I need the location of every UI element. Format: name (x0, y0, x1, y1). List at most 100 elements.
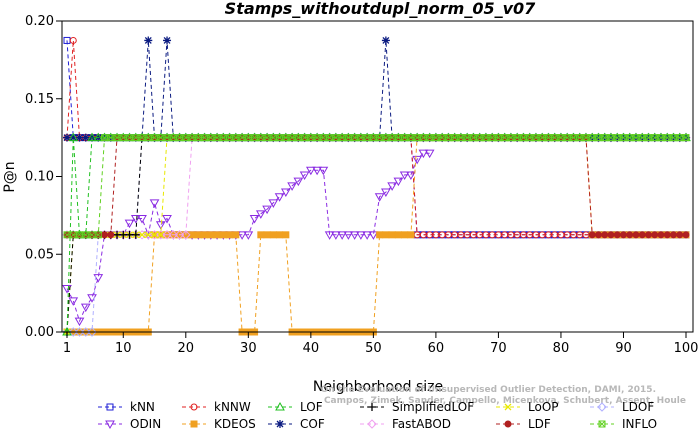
data-point (81, 133, 90, 142)
data-point (337, 231, 347, 240)
data-point (367, 419, 377, 429)
data-point (287, 182, 297, 191)
marker-cross (94, 231, 102, 239)
data-point (632, 231, 640, 239)
marker-cross (557, 134, 565, 141)
legend-label: LDOF (622, 400, 654, 414)
marker-cross (638, 134, 646, 141)
marker-cross (445, 134, 452, 141)
watermark-line-2: Campos, Zimek, Sander, Campello, Micenko… (324, 396, 686, 406)
data-point (393, 177, 404, 187)
data-point (106, 403, 114, 411)
legend-label: LOF (300, 400, 323, 414)
data-point (356, 231, 366, 240)
data-point (93, 274, 104, 283)
data-point (657, 231, 665, 239)
marker-cross (388, 134, 396, 141)
marker-cross (113, 134, 121, 141)
data-point (626, 231, 634, 239)
data-point (107, 231, 115, 239)
marker-cross (407, 134, 415, 141)
legend-item-knnw: kNNW (182, 400, 251, 414)
data-point (282, 231, 290, 239)
marker-cross (163, 134, 171, 141)
data-point (644, 231, 652, 239)
data-point (669, 231, 677, 239)
data-point (343, 231, 354, 240)
legend-label: FastABOD (392, 417, 451, 431)
marker-cross (338, 134, 346, 141)
marker-cross (501, 134, 509, 141)
legend-item-cof: COF (268, 417, 325, 431)
data-point (124, 219, 135, 229)
marker-cross (613, 134, 621, 141)
legend: kNN kNNW LOF SimplifiedLOF LoOP LDOF ODIN KDEOS… (98, 400, 657, 431)
marker-cross (382, 134, 390, 141)
data-point (68, 132, 79, 142)
marker-cross (257, 134, 265, 141)
data-point (418, 149, 429, 159)
marker-cross (526, 134, 534, 141)
marker-cross (507, 134, 515, 141)
marker-box (94, 231, 102, 239)
marker-cross (213, 134, 221, 141)
marker-cross (176, 134, 183, 141)
data-point (190, 403, 198, 411)
data-point (268, 199, 279, 208)
plot-area (62, 36, 691, 337)
y-tick-label: 0.00 (25, 325, 54, 340)
data-point (299, 171, 310, 180)
marker-cross (76, 231, 83, 239)
watermark-line-1: On the Evaluation of Unsupervised Outlie… (321, 385, 656, 395)
marker-cross (607, 134, 615, 141)
data-point (213, 231, 221, 239)
legend-item-odin: ODIN (98, 417, 161, 431)
data-point (81, 327, 91, 337)
marker-cross (307, 134, 315, 141)
data-point (362, 231, 372, 240)
data-point (163, 36, 172, 45)
legend-item-loop: LoOP (496, 400, 559, 414)
data-point (194, 231, 202, 239)
data-point (399, 171, 410, 180)
marker-cross (194, 134, 202, 141)
marker-cross (476, 134, 484, 141)
marker-cross (670, 134, 677, 141)
data-point (275, 401, 285, 411)
data-point (144, 36, 153, 45)
x-tick-label: 10 (115, 341, 132, 356)
marker-cross (451, 134, 459, 141)
marker-cross (119, 134, 127, 141)
data-point (682, 134, 690, 142)
data-point (330, 231, 341, 240)
data-point (149, 230, 160, 240)
data-point (151, 231, 158, 239)
x-tick-label: 1 (63, 341, 71, 356)
data-point (482, 134, 490, 142)
data-point (274, 193, 285, 202)
marker-cross (632, 134, 640, 141)
data-point (243, 231, 254, 240)
data-point (137, 214, 147, 224)
legend-item-ldf: LDF (496, 417, 551, 431)
marker-cross (282, 134, 290, 141)
marker-cross (588, 134, 596, 141)
data-point (137, 230, 147, 240)
data-point (407, 231, 415, 239)
marker-box (598, 420, 606, 428)
data-point (138, 231, 146, 239)
marker-cross (169, 134, 177, 141)
data-point (318, 166, 329, 176)
marker-cross (432, 134, 440, 141)
marker-cross (495, 134, 502, 141)
data-point (594, 231, 602, 239)
marker-cross (563, 134, 571, 141)
data-point (638, 231, 646, 239)
legend-label: LDF (528, 417, 551, 431)
x-tick-label: 70 (490, 341, 507, 356)
series-cof (63, 36, 690, 142)
data-point (174, 230, 185, 240)
data-point (162, 230, 172, 240)
data-point (68, 327, 78, 337)
marker-cross (538, 134, 546, 141)
